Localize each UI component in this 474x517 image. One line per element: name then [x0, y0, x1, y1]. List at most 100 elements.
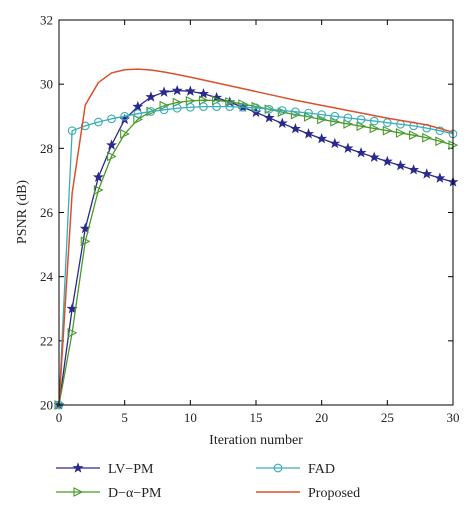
data-point [145, 91, 157, 102]
series-line [58, 99, 454, 406]
x-axis-label: Iteration number [209, 433, 303, 448]
legend-entry: Proposed [256, 486, 360, 501]
y-tick-label: 20 [40, 398, 53, 413]
data-point [381, 155, 393, 167]
data-point [394, 159, 406, 171]
data-point [146, 107, 156, 116]
legend-entry: LV−PM [56, 462, 154, 477]
x-tick-label: 30 [447, 410, 460, 425]
legend-label: FAD [308, 462, 335, 477]
x-tick-label: 10 [184, 410, 197, 425]
data-point [238, 102, 248, 112]
y-tick-label: 30 [40, 77, 53, 92]
data-point [211, 91, 223, 103]
data-point [304, 108, 313, 118]
legend-entry: D−α−PM [56, 486, 162, 501]
data-point [184, 85, 196, 96]
data-point [369, 123, 380, 134]
data-point [422, 132, 432, 143]
series-2 [54, 102, 458, 410]
data-point [303, 112, 314, 122]
data-point [251, 103, 261, 113]
data-point [317, 114, 327, 125]
data-point [435, 136, 446, 147]
tick-layer: 0 5 10 15 20 25 30 20 22 24 26 28 30 32 [40, 13, 460, 426]
data-point [289, 122, 301, 134]
data-point [343, 113, 353, 123]
legend: LV−PM FAD D−α−PM Proposed [56, 462, 360, 501]
data-point [421, 168, 433, 179]
y-tick-label: 32 [40, 13, 53, 28]
legend-marker [273, 463, 283, 473]
data-point [225, 96, 235, 107]
data-point [94, 117, 103, 127]
data-point [107, 114, 116, 124]
data-point [435, 126, 445, 136]
data-point [290, 109, 301, 120]
data-point [120, 129, 130, 139]
data-point [159, 105, 169, 115]
x-tick-label: 0 [56, 410, 63, 425]
data-point [382, 125, 393, 136]
data-point [172, 103, 182, 113]
data-point [395, 128, 406, 138]
legend-marker [72, 462, 84, 473]
x-tick-label: 5 [121, 410, 128, 425]
data-point [330, 111, 340, 121]
data-point [92, 171, 104, 182]
y-tick-label: 28 [40, 141, 53, 156]
data-point [67, 327, 78, 338]
series-line [58, 68, 454, 406]
data-point [355, 147, 367, 158]
data-point [80, 236, 91, 247]
data-point [356, 115, 366, 124]
data-point [93, 185, 104, 195]
data-point [434, 172, 446, 183]
data-point [106, 139, 118, 150]
legend-entry: FAD [256, 462, 335, 477]
series-3 [58, 68, 454, 406]
data-point [159, 100, 170, 111]
data-point [408, 164, 420, 175]
data-point [276, 117, 288, 128]
data-point [132, 100, 144, 112]
data-point [356, 121, 367, 132]
data-point [133, 109, 143, 119]
y-axis-label: PSNR (dB) [15, 180, 30, 245]
legend-label: LV−PM [108, 462, 154, 477]
data-point [67, 126, 77, 136]
data-point [212, 102, 221, 111]
data-point [317, 110, 327, 119]
data-point [369, 116, 379, 126]
data-point [277, 106, 287, 115]
plot-background [59, 20, 453, 405]
data-point [316, 132, 328, 144]
legend-label: Proposed [308, 486, 360, 501]
y-tick-label: 22 [40, 333, 53, 348]
y-tick-label: 26 [40, 205, 54, 220]
series-line [58, 105, 454, 406]
data-point [120, 111, 130, 121]
data-point [171, 84, 183, 96]
data-point [303, 128, 315, 139]
data-point [199, 102, 208, 111]
data-point [106, 151, 117, 162]
plot-frame [58, 19, 454, 406]
data-point [342, 142, 354, 153]
y-tick-label: 24 [40, 269, 54, 284]
data-point [185, 102, 195, 112]
legend-label: D−α−PM [108, 486, 162, 501]
data-point [368, 151, 380, 162]
data-point [198, 95, 209, 106]
data-point [225, 102, 235, 111]
data-point [264, 104, 274, 114]
x-tick-label: 15 [250, 410, 263, 425]
x-tick-label: 25 [381, 410, 394, 425]
series-layer [53, 68, 459, 410]
data-point [238, 99, 249, 109]
data-point [329, 137, 341, 149]
data-point [263, 112, 275, 123]
x-tick-label: 20 [315, 410, 328, 425]
